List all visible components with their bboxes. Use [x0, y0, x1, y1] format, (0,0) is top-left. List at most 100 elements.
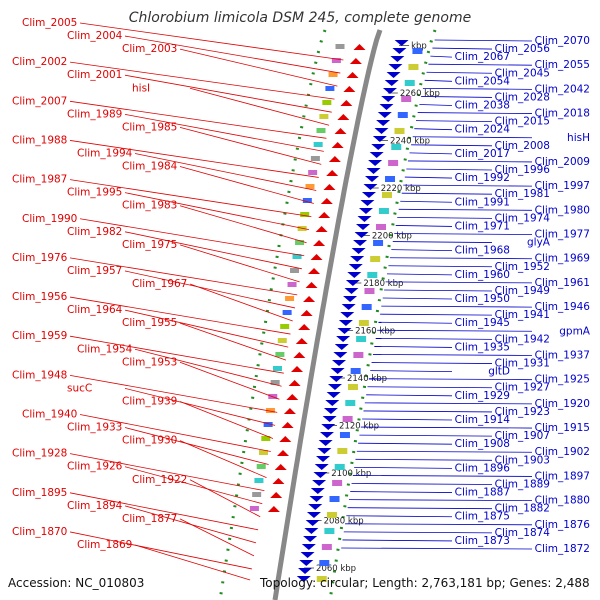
label-leader: [341, 547, 533, 550]
reverse-gene-label: Clim_1929: [455, 390, 510, 402]
label-leader: [179, 48, 338, 87]
reverse-gene-mark: [394, 40, 409, 46]
reverse-gene-label: Clim_1903: [495, 454, 550, 466]
cog-color-block: [292, 254, 302, 259]
label-leader: [79, 218, 305, 257]
label-leader: [134, 348, 282, 387]
label-leader: [352, 475, 533, 477]
reverse-gene-mark: [369, 152, 384, 158]
label-leader: [363, 410, 493, 413]
reverse-gene-mark: [357, 216, 372, 222]
reverse-gene-mark: [332, 360, 347, 366]
forward-gene-label: Clim_2003: [122, 43, 177, 55]
label-leader: [412, 136, 533, 139]
cog-color-block: [280, 324, 290, 329]
forward-gene-mark: [270, 492, 283, 498]
label-leader: [179, 166, 314, 204]
reverse-gene-mark: [296, 576, 311, 582]
reverse-gene-mark: [318, 440, 333, 446]
cog-color-block: [319, 114, 329, 119]
reverse-gene-label: Clim_1942: [495, 333, 550, 345]
reverse-gene-label: Clim_1914: [455, 414, 511, 426]
cog-color-block: [254, 478, 264, 483]
label-leader: [407, 160, 533, 163]
reverse-gene-mark: [388, 64, 403, 70]
forward-gene-mark: [286, 394, 299, 400]
label-leader: [421, 96, 493, 98]
forward-gene-mark: [326, 170, 339, 176]
reverse-gene-mark: [300, 552, 315, 558]
label-leader: [179, 244, 300, 283]
label-leader: [355, 458, 493, 461]
cog-color-block: [285, 296, 295, 301]
reverse-gene-label: glyA: [527, 237, 551, 249]
label-leader: [124, 270, 296, 309]
reverse-gene-label: Clim_1977: [535, 229, 590, 241]
forward-gene-mark: [281, 422, 294, 428]
reverse-gene-mark: [363, 184, 378, 190]
reverse-gene-mark: [360, 200, 375, 206]
reverse-gene-label: Clim_2038: [455, 100, 510, 112]
forward-gene-mark: [274, 464, 287, 470]
reverse-gene-label: Clim_1996: [495, 164, 551, 176]
reverse-gene-mark: [379, 104, 394, 110]
reverse-gene-mark: [306, 512, 321, 518]
label-leader: [348, 499, 533, 502]
reverse-gene-mark: [371, 144, 386, 150]
label-leader: [69, 296, 291, 335]
cog-color-block: [381, 192, 392, 198]
tick-label: 2200 kbp: [372, 232, 412, 242]
label-leader: [179, 205, 307, 244]
label-leader: [382, 297, 453, 300]
label-leader: [414, 128, 453, 131]
label-leader: [428, 63, 533, 66]
reverse-gene-mark: [382, 88, 397, 94]
tick-label: 2120 kbp: [339, 422, 379, 432]
forward-gene-mark: [303, 296, 316, 302]
forward-gene-mark: [343, 86, 356, 92]
label-leader: [79, 22, 344, 61]
label-leader: [124, 231, 302, 270]
forward-gene-label: Clim_1928: [12, 448, 67, 460]
label-leader: [385, 281, 533, 284]
label-leader: [400, 200, 453, 203]
reverse-gene-label: Clim_1945: [455, 317, 510, 329]
forward-gene-label: sucC: [67, 382, 92, 394]
forward-gene-mark: [318, 212, 331, 218]
reverse-gene-label: Clim_1902: [535, 446, 590, 458]
cog-color-block: [305, 184, 315, 189]
forward-gene-mark: [293, 352, 306, 358]
label-leader: [409, 152, 453, 155]
reverse-gene-mark: [303, 536, 318, 542]
tick-label: 2140 kbp: [347, 374, 387, 384]
reverse-gene-mark: [298, 568, 313, 574]
label-leader: [379, 313, 493, 316]
tick-label: 2240 kbp: [390, 137, 430, 147]
label-leader: [345, 523, 533, 526]
cog-color-block: [316, 128, 326, 133]
forward-gene-label: Clim_1964: [67, 304, 123, 316]
reverse-gene-mark: [381, 96, 396, 102]
label-leader: [364, 402, 533, 405]
forward-gene-mark: [277, 450, 290, 456]
label-leader: [424, 79, 453, 82]
reverse-gene-label: Clim_1997: [535, 180, 590, 192]
reverse-gene-mark: [341, 304, 356, 310]
reverse-gene-mark: [374, 128, 389, 134]
label-leader: [377, 329, 533, 332]
cog-color-block: [408, 64, 419, 70]
forward-gene-mark: [313, 240, 326, 246]
forward-gene-label: Clim_1982: [67, 226, 122, 238]
reverse-gene-label: Clim_1952: [495, 261, 550, 273]
label-leader: [384, 289, 493, 292]
reverse-gene-mark: [376, 120, 391, 126]
label-leader: [356, 450, 533, 453]
cog-color-block: [339, 432, 350, 438]
reverse-gene-mark: [336, 336, 351, 342]
reverse-gene-mark: [319, 432, 334, 438]
forward-gene-label: Clim_1959: [12, 330, 67, 342]
reverse-gene-label: Clim_1968: [455, 245, 510, 257]
reverse-gene-mark: [321, 424, 336, 430]
label-leader: [381, 305, 533, 308]
